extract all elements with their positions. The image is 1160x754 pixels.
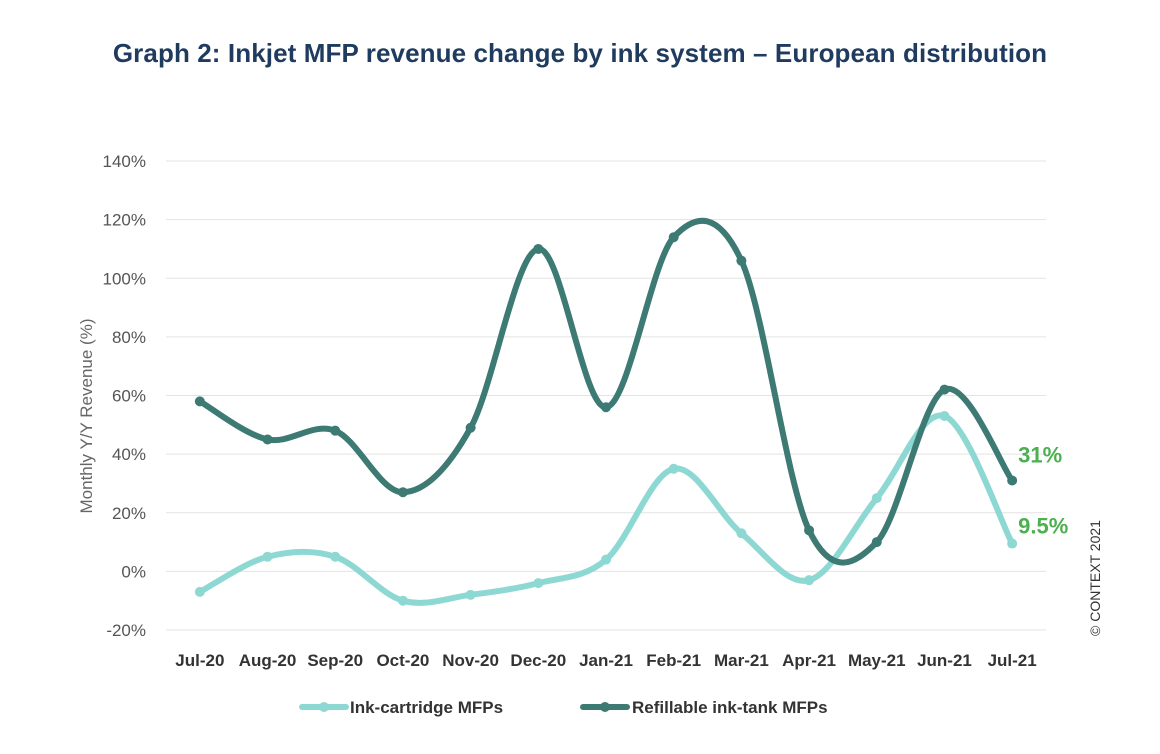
data-point-refillable-ink-tank-mfps <box>1007 475 1018 486</box>
y-axis-label: Monthly Y/Y Revenue (%) <box>77 319 96 514</box>
legend-marker-ink-cartridge-mfps <box>319 702 329 712</box>
copyright-text: © CONTEXT 2021 <box>1087 520 1103 636</box>
data-point-ink-cartridge-mfps <box>668 463 679 474</box>
grid-lines <box>166 160 1046 631</box>
data-point-refillable-ink-tank-mfps <box>736 255 747 266</box>
legend-marker-refillable-ink-tank-mfps <box>600 702 610 712</box>
legend-label-ink-cartridge-mfps: Ink-cartridge MFPs <box>350 698 503 717</box>
x-tick-label: Nov-20 <box>442 651 499 670</box>
legend: Ink-cartridge MFPs Refillable ink-tank MF… <box>299 698 828 717</box>
y-tick-label: 140% <box>103 152 146 171</box>
chart-title: Graph 2: Inkjet MFP revenue change by in… <box>112 38 1048 68</box>
x-tick-label: Jul-21 <box>988 651 1037 670</box>
y-axis-ticks: -20% 0% 20% 40% 60% 80% 100% 120% 140% <box>103 152 146 640</box>
data-point-refillable-ink-tank-mfps <box>871 537 882 548</box>
series-line-refillable-ink-tank-mfps <box>196 217 1016 566</box>
x-tick-label: Jun-21 <box>917 651 972 670</box>
x-axis-ticks: Jul-20 Aug-20 Sep-20 Oct-20 Nov-20 Dec-20 Jan-… <box>175 651 1036 670</box>
data-point-ink-cartridge-mfps <box>194 586 205 597</box>
data-point-refillable-ink-tank-mfps <box>668 232 679 243</box>
data-point-refillable-ink-tank-mfps <box>939 384 950 395</box>
data-point-refillable-ink-tank-mfps <box>601 402 611 413</box>
data-point-ink-cartridge-mfps <box>397 595 408 606</box>
data-point-ink-cartridge-mfps <box>330 551 341 562</box>
y-tick-label: 120% <box>103 211 146 230</box>
data-point-refillable-ink-tank-mfps <box>397 487 408 498</box>
data-point-ink-cartridge-mfps <box>871 493 882 504</box>
data-point-ink-cartridge-mfps <box>939 411 950 422</box>
data-point-ink-cartridge-mfps <box>262 551 273 562</box>
end-labels: 9.5% 31% <box>1018 443 1068 539</box>
x-tick-label: Sep-20 <box>307 651 363 670</box>
end-label-refillable-ink-tank-mfps: 31% <box>1018 443 1062 468</box>
data-point-ink-cartridge-mfps <box>736 528 747 539</box>
data-point-refillable-ink-tank-mfps <box>804 525 815 536</box>
x-tick-label: Mar-21 <box>714 651 769 670</box>
x-tick-label: Dec-20 <box>510 651 566 670</box>
y-tick-label: -20% <box>106 621 146 640</box>
data-point-refillable-ink-tank-mfps <box>533 243 544 254</box>
x-tick-label: May-21 <box>848 651 906 670</box>
x-tick-label: Apr-21 <box>782 651 836 670</box>
x-tick-label: Jan-21 <box>579 651 633 670</box>
x-tick-label: Aug-20 <box>239 651 297 670</box>
data-point-refillable-ink-tank-mfps <box>262 434 273 445</box>
y-tick-label: 0% <box>121 562 146 581</box>
y-tick-label: 20% <box>112 504 146 523</box>
legend-label-refillable-ink-tank-mfps: Refillable ink-tank MFPs <box>632 698 828 717</box>
data-point-ink-cartridge-mfps <box>465 589 476 600</box>
y-tick-label: 40% <box>112 445 146 464</box>
y-tick-label: 100% <box>103 269 146 288</box>
data-point-refillable-ink-tank-mfps <box>330 425 341 436</box>
series-group <box>194 217 1018 606</box>
data-point-ink-cartridge-mfps <box>1007 538 1018 549</box>
data-point-ink-cartridge-mfps <box>804 575 815 586</box>
x-tick-label: Oct-20 <box>376 651 429 670</box>
y-tick-label: 60% <box>112 387 146 406</box>
x-tick-label: Jul-20 <box>175 651 224 670</box>
data-point-ink-cartridge-mfps <box>601 554 611 565</box>
y-tick-label: 80% <box>112 328 146 347</box>
data-point-ink-cartridge-mfps <box>533 578 544 589</box>
end-label-ink-cartridge-mfps: 9.5% <box>1018 514 1068 539</box>
data-point-refillable-ink-tank-mfps <box>465 422 476 433</box>
series-line-ink-cartridge-mfps <box>196 412 1016 606</box>
data-point-refillable-ink-tank-mfps <box>194 396 205 407</box>
x-tick-label: Feb-21 <box>646 651 701 670</box>
